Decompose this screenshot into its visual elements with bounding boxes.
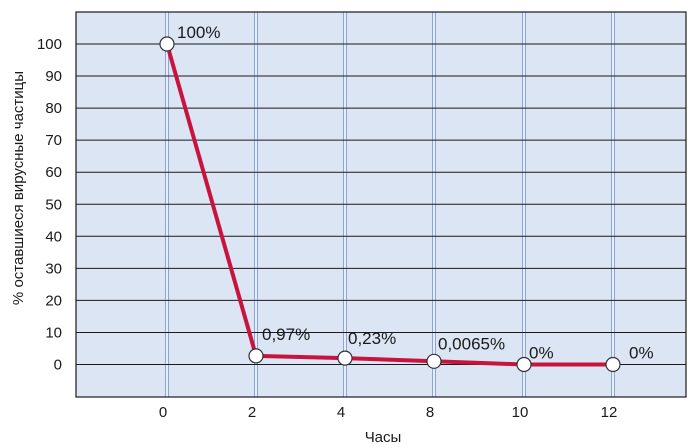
y-tick-label: 70 [45, 132, 62, 149]
x-tick-label: 8 [426, 404, 434, 421]
plot-frame [75, 11, 687, 398]
y-tick-label: 50 [45, 196, 62, 213]
y-tick-label: 90 [45, 68, 62, 85]
x-tick-label: 10 [512, 404, 529, 421]
x-tick-labels: 0 2 4 8 10 12 [159, 404, 618, 421]
y-tick-label: 40 [45, 228, 62, 245]
x-tick-label: 0 [159, 404, 167, 421]
y-tick-label: 10 [45, 324, 62, 341]
data-label: 100% [177, 23, 220, 42]
data-points [159, 36, 621, 373]
y-tick-label: 0 [54, 357, 62, 374]
data-label: 0,0065% [438, 334, 505, 353]
x-tick-label: 2 [248, 404, 256, 421]
y-tick-label: 60 [45, 164, 62, 181]
data-point [337, 350, 353, 366]
x-tick-label: 12 [601, 404, 618, 421]
data-label: 0,23% [348, 329, 396, 348]
y-tick-label: 30 [45, 260, 62, 277]
data-point [516, 356, 532, 373]
series-line [165, 43, 613, 367]
data-label: 0% [529, 344, 554, 363]
y-axis-title: % оставшиеся вирусные частицы [10, 71, 27, 305]
data-point [248, 348, 264, 364]
data-point [426, 353, 442, 369]
x-axis-title: Часы [365, 429, 402, 446]
x-tick-label: 4 [337, 404, 345, 421]
data-point [159, 36, 175, 52]
data-point [605, 356, 621, 373]
y-tick-labels: 0 10 20 30 40 50 60 70 80 90 100 [37, 36, 62, 374]
y-tick-label: 80 [45, 100, 62, 117]
data-labels: 100% 0,97% 0,23% 0,0065% 0% 0% [177, 23, 654, 363]
y-tick-label: 100 [37, 36, 62, 53]
y-tick-label: 20 [45, 292, 62, 309]
horizontal-gridlines [76, 43, 686, 365]
data-label: 0,97% [262, 325, 310, 344]
data-label: 0% [629, 344, 654, 363]
